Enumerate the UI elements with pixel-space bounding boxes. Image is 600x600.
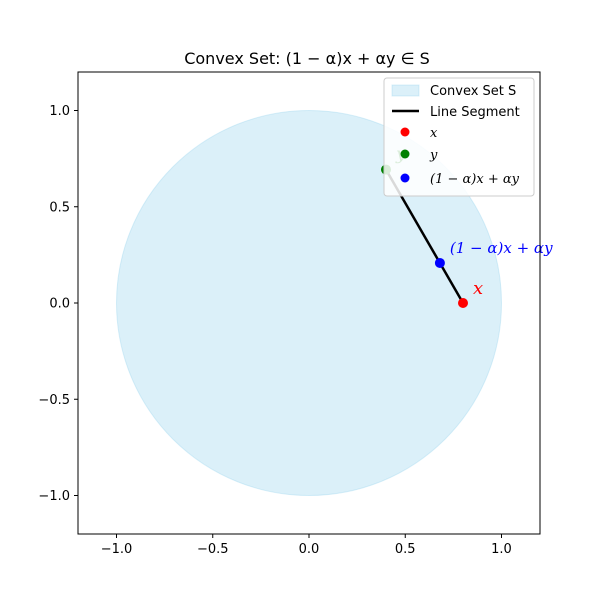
legend-label-x: x bbox=[430, 126, 438, 141]
x-tick-label: −1.0 bbox=[101, 542, 133, 557]
y-axis: −1.0 −0.5 0.0 0.5 1.0 bbox=[38, 104, 78, 504]
x-tick-label: 1.0 bbox=[491, 542, 512, 557]
legend-label-combination: (1 − α)x + αy bbox=[430, 172, 520, 187]
point-x bbox=[458, 298, 468, 308]
plot-area bbox=[116, 110, 502, 496]
legend-label-region: Convex Set S bbox=[430, 84, 516, 99]
chart-title: Convex Set: (1 − α)x + αy ∈ S bbox=[184, 49, 430, 68]
legend-box bbox=[383, 77, 535, 197]
annotation-combination: (1 − α)x + αy bbox=[450, 239, 553, 257]
y-tick-label: −0.5 bbox=[38, 393, 70, 408]
x-tick-label: −0.5 bbox=[197, 542, 229, 557]
y-tick-label: 1.0 bbox=[49, 104, 70, 119]
legend: Convex Set S Line Segment x y (1 − α)x +… bbox=[383, 77, 535, 197]
legend-label-segment: Line Segment bbox=[430, 105, 520, 120]
legend-marker-combination bbox=[400, 173, 410, 183]
convex-set-region bbox=[116, 110, 502, 496]
y-tick-label: 0.5 bbox=[49, 200, 70, 215]
point-combination bbox=[434, 257, 445, 268]
y-tick-label: −1.0 bbox=[38, 489, 70, 504]
legend-swatch-region bbox=[391, 84, 420, 97]
legend-marker-x bbox=[400, 127, 410, 137]
annotation-x: x bbox=[473, 278, 483, 299]
x-axis: −1.0 −0.5 0.0 0.5 1.0 bbox=[101, 534, 512, 557]
x-tick-label: 0.5 bbox=[395, 542, 416, 557]
legend-label-y: y bbox=[429, 148, 438, 163]
x-tick-label: 0.0 bbox=[299, 542, 320, 557]
y-tick-label: 0.0 bbox=[49, 297, 70, 312]
legend-marker-y bbox=[400, 149, 410, 159]
